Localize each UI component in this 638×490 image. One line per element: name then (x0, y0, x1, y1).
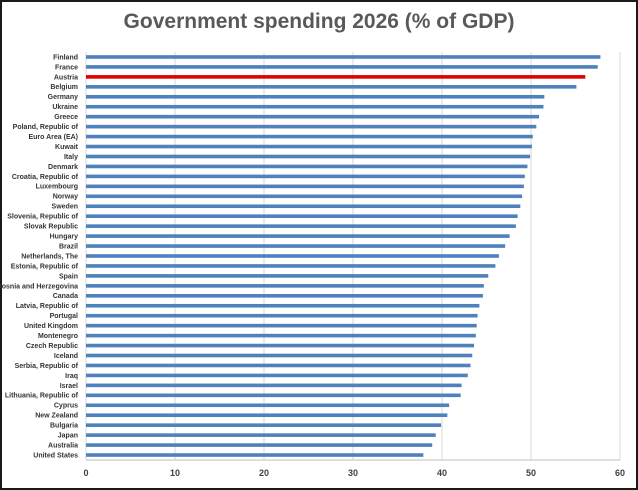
category-label: Slovak Republic (24, 224, 78, 231)
bar (86, 214, 518, 218)
category-label: Ukraine (52, 104, 78, 111)
x-tick-label: 20 (259, 468, 269, 478)
category-label: Iraq (65, 373, 78, 380)
category-label: Australia (48, 442, 78, 449)
bar (86, 393, 461, 398)
category-label: Kuwait (55, 144, 79, 151)
category-label: Luxembourg (36, 184, 78, 191)
category-label: Denmark (48, 164, 78, 171)
bar (86, 383, 462, 388)
category-label: Montenegro (38, 333, 78, 340)
bar (86, 124, 537, 129)
category-label: Finland (53, 54, 78, 61)
category-label: Portugal (50, 313, 78, 320)
x-tick-label: 30 (348, 468, 358, 478)
x-tick-label: 50 (526, 468, 536, 478)
bars (86, 55, 601, 457)
category-label: Slovenia, Republic of (7, 214, 78, 221)
category-label: France (55, 64, 78, 71)
category-label: Italy (64, 154, 78, 161)
bar (86, 104, 544, 109)
bar (86, 313, 478, 318)
bar (86, 154, 531, 159)
category-label: United States (33, 452, 78, 459)
bar (86, 234, 510, 238)
bar (86, 423, 442, 427)
category-label: Spain (59, 273, 78, 280)
x-tick-label: 10 (170, 468, 180, 478)
category-label: Norway (53, 194, 78, 201)
bar (86, 294, 483, 298)
category-label: Bulgaria (50, 423, 78, 430)
bar (86, 254, 499, 258)
category-label: Lithuania, Republic of (5, 393, 79, 400)
bar (86, 453, 424, 457)
bar (86, 114, 540, 119)
bar (86, 433, 436, 437)
bar (86, 403, 450, 408)
category-label: Brazil (59, 243, 78, 250)
bar (86, 94, 545, 99)
category-label: Serbia, Republic of (15, 363, 79, 370)
category-labels: Finland France Austria Belgium Germany Ukrain… (0, 54, 79, 459)
bar (86, 373, 468, 378)
category-label: Germany (48, 94, 78, 101)
bar (86, 264, 496, 268)
bar (86, 323, 477, 328)
x-tick-label: 60 (615, 468, 625, 478)
category-label: Sweden (52, 204, 78, 211)
bar (86, 65, 598, 69)
bar (86, 85, 577, 89)
bar (86, 204, 521, 209)
category-label: Japan (58, 433, 78, 440)
bar (86, 443, 433, 447)
bar (86, 343, 475, 348)
bar (86, 363, 471, 368)
bar (86, 274, 489, 278)
bar (86, 333, 476, 338)
category-label: Austria (54, 74, 78, 81)
category-label: Hungary (50, 233, 79, 240)
category-label: Belgium (50, 84, 78, 91)
bar (86, 284, 484, 288)
category-label: United Kingdom (24, 323, 78, 330)
chart-title: Government spending 2026 (% of GDP) (123, 10, 515, 33)
bar (86, 134, 533, 139)
bar (86, 353, 473, 358)
bar (86, 55, 601, 59)
category-label: Greece (54, 114, 78, 121)
category-label: Canada (53, 293, 78, 300)
x-axis-ticks: 0 10 20 30 40 50 60 (83, 468, 625, 478)
category-label: Iceland (54, 353, 78, 360)
category-label: Croatia, Republic of (12, 174, 79, 181)
bar (86, 184, 524, 189)
bar (86, 224, 516, 228)
bar (86, 174, 525, 179)
category-label: Estonia, Republic of (11, 263, 79, 270)
x-tick-label: 40 (437, 468, 447, 478)
category-label: Czech Republic (26, 343, 78, 350)
category-label: Israel (60, 383, 78, 390)
bar (86, 75, 586, 79)
x-tick-label: 0 (83, 468, 88, 478)
category-label: Cyprus (54, 403, 78, 410)
bar (86, 413, 448, 418)
category-label: Poland, Republic of (13, 124, 79, 131)
category-label: Netherlands, The (21, 253, 78, 260)
category-label: New Zealand (35, 413, 78, 420)
category-label: Euro Area (EA) (28, 134, 78, 141)
category-label: Latvia, Republic of (16, 303, 79, 310)
bar (86, 303, 480, 308)
bar (86, 164, 528, 169)
bar (86, 244, 506, 248)
category-label: Bosnia and Herzegovina (0, 283, 78, 290)
bar (86, 194, 523, 199)
bar (86, 144, 532, 149)
